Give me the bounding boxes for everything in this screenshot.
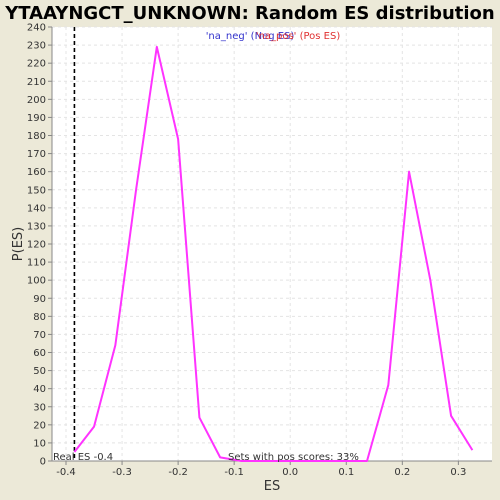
x-axis-title: ES <box>264 479 280 494</box>
y-tick-label: 180 <box>27 131 46 142</box>
x-tick-label: 0.3 <box>450 467 466 478</box>
series-line <box>73 45 474 462</box>
y-tick-label: 130 <box>27 221 46 232</box>
x-tick-label: 0.1 <box>338 467 354 478</box>
y-tick-label: 120 <box>27 240 46 251</box>
x-tick-label: -0.4 <box>56 467 76 478</box>
y-tick-label: 240 <box>27 23 46 34</box>
x-tick-label: -0.1 <box>224 467 244 478</box>
x-tick-label: -0.2 <box>168 467 188 478</box>
y-tick-label: 10 <box>33 438 46 449</box>
y-tick-label: 30 <box>33 402 46 413</box>
grid-lines <box>52 26 492 462</box>
x-tick-label: 0.0 <box>282 467 298 478</box>
y-tick-label: 60 <box>33 348 46 359</box>
y-tick-label: 150 <box>27 185 46 196</box>
x-tick-label: -0.3 <box>112 467 132 478</box>
y-tick-label: 190 <box>27 113 46 124</box>
y-tick-label: 20 <box>33 420 46 431</box>
y-tick-label: 160 <box>27 167 46 178</box>
y-tick-label: 220 <box>27 59 46 70</box>
y-tick-label: 230 <box>27 41 46 52</box>
y-tick-label: 80 <box>33 312 46 323</box>
chart-title: YTAAYNGCT_UNKNOWN: Random ES distributio… <box>4 3 495 24</box>
legend: 'na_neg' (Neg ES) 'na_pos' (Pos ES) <box>206 31 341 42</box>
y-tick-label: 100 <box>27 276 46 287</box>
y-tick-label: 170 <box>27 149 46 160</box>
pos-scores-annotation: Sets with pos scores: 33% <box>228 452 359 463</box>
y-tick-label: 0 <box>40 457 46 468</box>
y-tick-label: 210 <box>27 77 46 88</box>
y-axis-ticks: 0 10 20 30 40 50 60 70 80 90 100 110 120 130 140 150 160… <box>27 23 52 468</box>
x-axis-ticks: -0.4 -0.3 -0.2 -0.1 0.0 0.1 0.2 0.3 <box>56 461 466 478</box>
legend-entry-pos: 'na_pos' (Pos ES) <box>256 31 341 42</box>
legend-entry-neg: 'na_neg' (Neg ES) <box>206 31 295 42</box>
y-tick-label: 70 <box>33 330 46 341</box>
y-tick-label: 200 <box>27 95 46 106</box>
x-tick-label: 0.2 <box>394 467 410 478</box>
y-tick-label: 40 <box>33 384 46 395</box>
real-es-label: Real ES -0.4 <box>53 452 113 463</box>
y-tick-label: 90 <box>33 294 46 305</box>
y-axis-title: P(ES) <box>11 227 26 261</box>
series-layer <box>73 45 474 462</box>
y-tick-label: 110 <box>27 258 46 269</box>
y-tick-label: 140 <box>27 203 46 214</box>
y-tick-label: 50 <box>33 366 46 377</box>
